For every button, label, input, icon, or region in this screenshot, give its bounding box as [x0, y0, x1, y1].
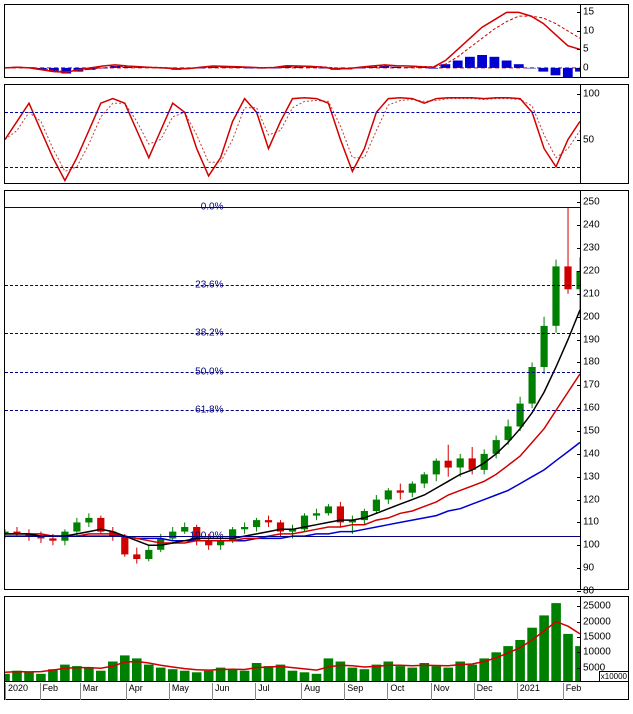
y-tick-label: 250	[583, 197, 600, 208]
fib-label: 23.6%	[195, 279, 223, 290]
x-tick-label: Feb	[40, 683, 59, 700]
y-tick-label: 110	[583, 517, 599, 528]
y-tick-label: 25000	[583, 601, 611, 612]
x-tick-label: Dec	[474, 683, 493, 700]
y-tick-label: 15000	[583, 631, 611, 642]
x-tick-label: Feb	[563, 683, 582, 700]
fib-label: 50.0%	[195, 366, 223, 377]
fib-line	[5, 333, 580, 334]
x-tick-label: 2021	[517, 683, 540, 700]
y-tick-label: 120	[583, 494, 600, 505]
x-tick-label: Aug	[301, 683, 320, 700]
y-tick-label: 160	[583, 403, 600, 414]
fib-label: 100.0%	[190, 531, 224, 542]
y-tick-label: 15	[583, 7, 594, 18]
y-tick-label: 80	[583, 586, 594, 597]
volume-multiplier: x10000	[599, 671, 629, 682]
y-tick-label: 10000	[583, 647, 611, 658]
fib-line	[5, 207, 580, 208]
fib-label: 0.0%	[201, 202, 224, 213]
x-tick-label: Jul	[255, 683, 270, 700]
x-tick-label: 2020	[5, 683, 28, 700]
y-tick-label: 0	[583, 62, 589, 73]
y-tick-label: 190	[583, 334, 600, 345]
stochastic-panel: 50 100	[4, 84, 629, 184]
y-tick-label: 240	[583, 220, 600, 231]
x-tick-label: Apr	[126, 683, 143, 700]
price-panel: 0.0%23.6%38.2%50.0%61.8%100.0%8090100110…	[4, 190, 629, 590]
x-axis: 2020 Feb Mar Apr May Jun Jul Aug Sep Oct Nov Dec 202…	[4, 682, 629, 700]
volume-panel: 500010000150002000025000x10000	[4, 596, 629, 682]
fib-label: 38.2%	[195, 327, 223, 338]
fib-line	[5, 372, 580, 373]
fib-line	[5, 536, 580, 537]
y-tick-label: 90	[583, 563, 594, 574]
fib-line	[5, 285, 580, 286]
y-tick-label: 220	[583, 266, 600, 277]
y-tick-label: 230	[583, 243, 600, 254]
y-tick-label: 100	[583, 540, 600, 551]
x-tick-label: Oct	[387, 683, 404, 700]
y-tick-label: 140	[583, 448, 600, 459]
x-tick-label: May	[169, 683, 189, 700]
x-tick-label: Nov	[431, 683, 450, 700]
y-tick-label: 150	[583, 426, 600, 437]
y-tick-label: 130	[583, 471, 600, 482]
macd-panel: 0 5 10 15	[4, 4, 629, 78]
x-tick-label: Sep	[344, 683, 363, 700]
y-tick-label: 180	[583, 357, 600, 368]
fib-label: 61.8%	[195, 405, 223, 416]
y-tick-label: 170	[583, 380, 600, 391]
y-tick-label: 10	[583, 25, 594, 36]
y-tick-label: 200	[583, 311, 600, 322]
y-tick-label: 50	[583, 134, 594, 145]
y-tick-label: 5	[583, 44, 589, 55]
y-tick-label: 100	[583, 89, 600, 100]
y-tick-label: 210	[583, 288, 600, 299]
fib-line	[5, 410, 580, 411]
y-tick-label: 20000	[583, 616, 611, 627]
x-tick-label: Mar	[80, 683, 99, 700]
x-tick-label: Jun	[212, 683, 230, 700]
